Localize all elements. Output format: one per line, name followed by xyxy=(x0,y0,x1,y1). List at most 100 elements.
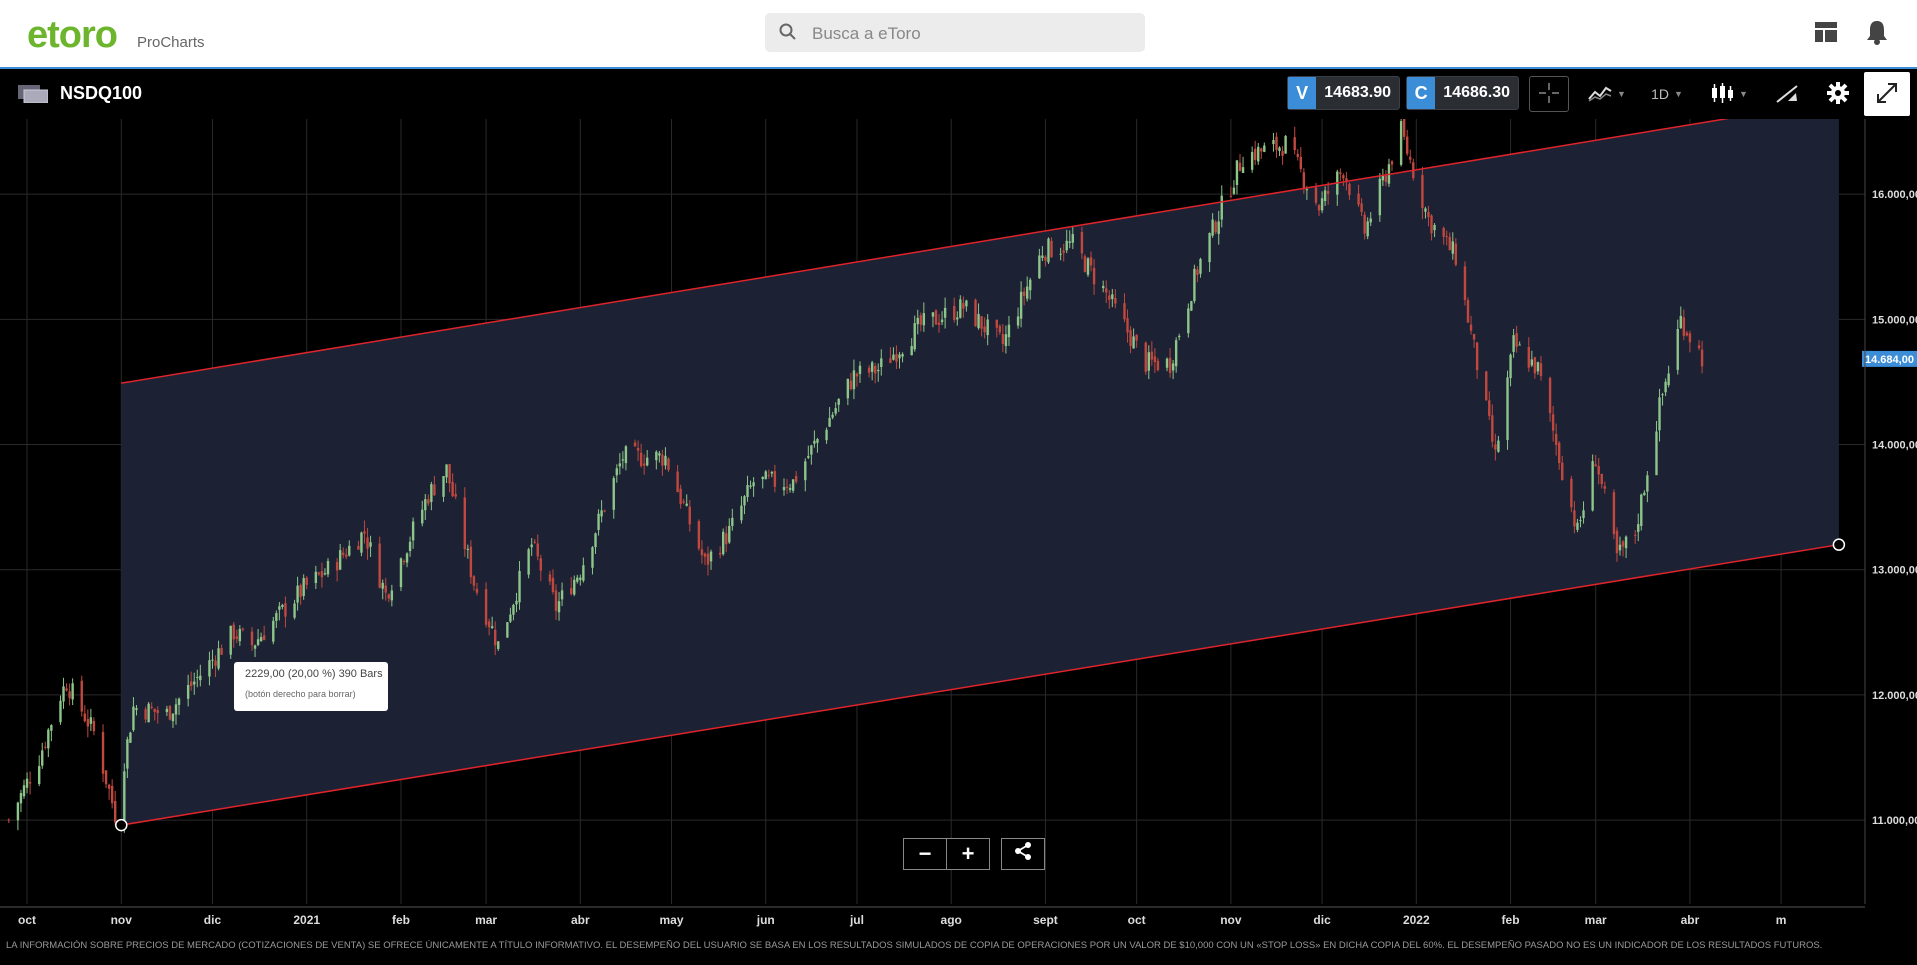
candle-body xyxy=(697,521,701,549)
candle-body xyxy=(68,691,71,699)
candle-body xyxy=(220,648,223,655)
channel-fill xyxy=(121,119,1839,826)
x-tick-label: ago xyxy=(941,913,962,927)
sell-quote-button[interactable]: V 14683.90 xyxy=(1287,76,1400,110)
search-input[interactable] xyxy=(810,13,1134,54)
candle-body xyxy=(639,452,643,467)
price-chart[interactable]: 16.000,00 15.000,00 14.000,00 13.000,00 12.0… xyxy=(0,119,1917,934)
candle-body xyxy=(1241,167,1245,173)
candle-body xyxy=(642,463,646,466)
candle-body xyxy=(123,771,126,825)
candle-body xyxy=(1345,178,1348,182)
search-box[interactable] xyxy=(765,13,1145,54)
etoro-logo[interactable]: etoro xyxy=(27,14,118,56)
candle-body xyxy=(1080,232,1084,254)
candle-body xyxy=(44,746,47,748)
y-tick-label: 12.000,00 xyxy=(1872,690,1917,702)
candle-body xyxy=(1272,140,1275,145)
candle-body xyxy=(448,464,451,484)
candle-body xyxy=(591,547,594,568)
candle-body xyxy=(1296,153,1299,158)
candle-body xyxy=(855,373,859,377)
candle-body xyxy=(190,681,193,687)
candle-body xyxy=(600,510,603,517)
candle-body xyxy=(554,590,558,611)
candle-body xyxy=(874,365,877,374)
x-tick-label: feb xyxy=(1502,913,1520,927)
candle-body xyxy=(1257,146,1260,162)
candle-body xyxy=(284,603,287,617)
candle-body xyxy=(1029,279,1032,291)
candle-body xyxy=(1643,492,1646,496)
candle-body xyxy=(323,573,327,575)
channel-tooltip: 2229,00 (20,00 %) 390 Bars (botón derech… xyxy=(234,662,388,711)
candle-body xyxy=(767,474,770,476)
drawing-tools-button[interactable] xyxy=(1772,76,1802,112)
candle-body xyxy=(1284,135,1287,154)
candle-body xyxy=(573,579,576,595)
candle-body xyxy=(1573,510,1576,527)
candle-body xyxy=(1676,329,1679,370)
candle-body xyxy=(919,315,922,325)
candle-body xyxy=(1254,148,1257,161)
fullscreen-button[interactable] xyxy=(1864,72,1910,116)
x-tick-label: nov xyxy=(1220,913,1242,927)
candle-body xyxy=(1281,151,1284,156)
candle-body xyxy=(211,659,214,661)
y-tick-label: 11.000,00 xyxy=(1872,815,1917,827)
candle-body xyxy=(773,471,777,487)
candle-body xyxy=(165,708,169,713)
settings-button[interactable] xyxy=(1823,76,1853,112)
candle-body xyxy=(357,545,360,550)
crosshair-button[interactable] xyxy=(1529,76,1569,112)
symbol-name[interactable]: NSDQ100 xyxy=(60,83,143,103)
candle-body xyxy=(1402,119,1406,137)
candle-body xyxy=(378,543,381,588)
candle-body xyxy=(132,706,135,731)
zoom-in-button[interactable]: + xyxy=(946,838,990,870)
candle-body xyxy=(548,574,552,582)
candle-body xyxy=(366,537,369,549)
candle-body xyxy=(314,571,318,584)
candle-body xyxy=(1129,330,1132,347)
timeframe-selector[interactable]: 1D ▼ xyxy=(1645,76,1689,112)
candle-body xyxy=(1409,156,1412,160)
candle-body xyxy=(1442,227,1445,237)
candle-body xyxy=(1342,175,1345,179)
candle-body xyxy=(1220,195,1223,220)
candle-body xyxy=(253,645,257,649)
indicators-button[interactable]: ▼ xyxy=(1584,76,1630,112)
candle-body xyxy=(1515,333,1518,347)
candle-body xyxy=(1174,340,1178,367)
candle-body xyxy=(1004,334,1008,347)
candle-body xyxy=(345,554,348,557)
candle-body xyxy=(1217,221,1220,234)
candle-body xyxy=(746,485,749,497)
buy-quote-button[interactable]: C 14686.30 xyxy=(1406,76,1519,110)
bell-icon[interactable] xyxy=(1866,19,1888,50)
zoom-out-button[interactable]: − xyxy=(903,838,947,870)
candle-body xyxy=(816,439,819,443)
candle-body xyxy=(703,553,707,557)
candle-body xyxy=(445,464,448,478)
candle-body xyxy=(889,358,892,363)
candle-body xyxy=(101,732,105,774)
candle-body xyxy=(794,475,798,482)
candle-body xyxy=(1275,136,1278,150)
candle-body xyxy=(299,585,302,597)
candle-body xyxy=(1506,377,1509,441)
candle-body xyxy=(22,785,26,797)
candle-body xyxy=(1111,294,1114,300)
candle-body xyxy=(1326,191,1330,194)
chevron-down-icon: ▼ xyxy=(1673,89,1683,99)
candle-body xyxy=(618,463,622,467)
candle-body xyxy=(898,354,901,359)
share-button[interactable] xyxy=(1001,838,1045,870)
layout-icon[interactable] xyxy=(1815,22,1837,47)
chart-type-button[interactable]: ▼ xyxy=(1708,76,1750,112)
candle-body xyxy=(770,471,774,474)
candle-body xyxy=(895,354,898,362)
candle-body xyxy=(810,445,813,455)
candle-body xyxy=(515,600,518,605)
candle-body xyxy=(1044,256,1047,261)
